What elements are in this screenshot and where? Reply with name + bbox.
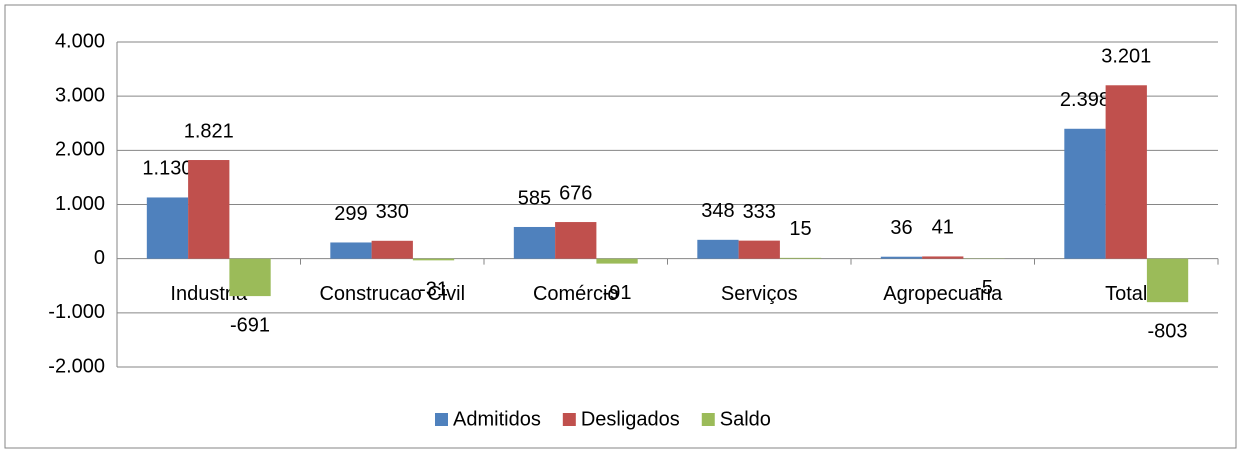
data-label: 585	[518, 187, 551, 209]
legend-swatch	[702, 413, 715, 426]
data-label: -691	[230, 314, 270, 336]
data-label: -5	[975, 277, 993, 299]
data-label: 41	[932, 217, 954, 239]
data-label: -91	[603, 282, 632, 304]
bar	[330, 242, 371, 258]
data-label: 2.398	[1060, 89, 1110, 111]
data-label: 36	[890, 217, 912, 239]
legend-label: Desligados	[581, 408, 680, 430]
bar	[372, 241, 413, 259]
y-tick-label: 1.000	[55, 193, 105, 215]
data-label: 3.201	[1101, 46, 1151, 68]
data-label: 15	[789, 218, 811, 240]
data-label: 1.130	[142, 158, 192, 180]
bar	[596, 259, 637, 264]
bar	[881, 257, 922, 259]
bar	[413, 259, 454, 261]
data-label: 299	[334, 203, 367, 225]
x-tick-label: Serviços	[721, 283, 798, 305]
bar	[229, 259, 270, 296]
legend-swatch	[563, 413, 576, 426]
bar	[780, 258, 821, 259]
bar	[697, 240, 738, 259]
data-label: 333	[743, 201, 776, 223]
bar	[188, 160, 229, 259]
bar	[1106, 85, 1147, 258]
bar	[514, 227, 555, 259]
legend-swatch	[435, 413, 448, 426]
legend-label: Saldo	[720, 408, 771, 430]
legend-label: Admitidos	[453, 408, 541, 430]
bar	[147, 197, 188, 258]
y-tick-label: -2.000	[48, 355, 105, 377]
data-label: 676	[559, 182, 592, 204]
data-label: 330	[376, 201, 409, 223]
bar	[555, 222, 596, 259]
bar	[1147, 259, 1188, 302]
y-tick-label: 4.000	[55, 30, 105, 52]
bar	[739, 241, 780, 259]
data-label: 1.821	[184, 120, 234, 142]
y-tick-label: -1.000	[48, 301, 105, 323]
y-tick-label: 3.000	[55, 84, 105, 106]
x-tick-label: Total	[1105, 283, 1147, 305]
bar	[1064, 129, 1105, 259]
bar	[922, 256, 963, 258]
data-label: -803	[1148, 320, 1188, 342]
y-tick-label: 2.000	[55, 139, 105, 161]
y-tick-label: 0	[94, 247, 105, 269]
data-label: 348	[701, 200, 734, 222]
data-label: -31	[419, 279, 448, 301]
